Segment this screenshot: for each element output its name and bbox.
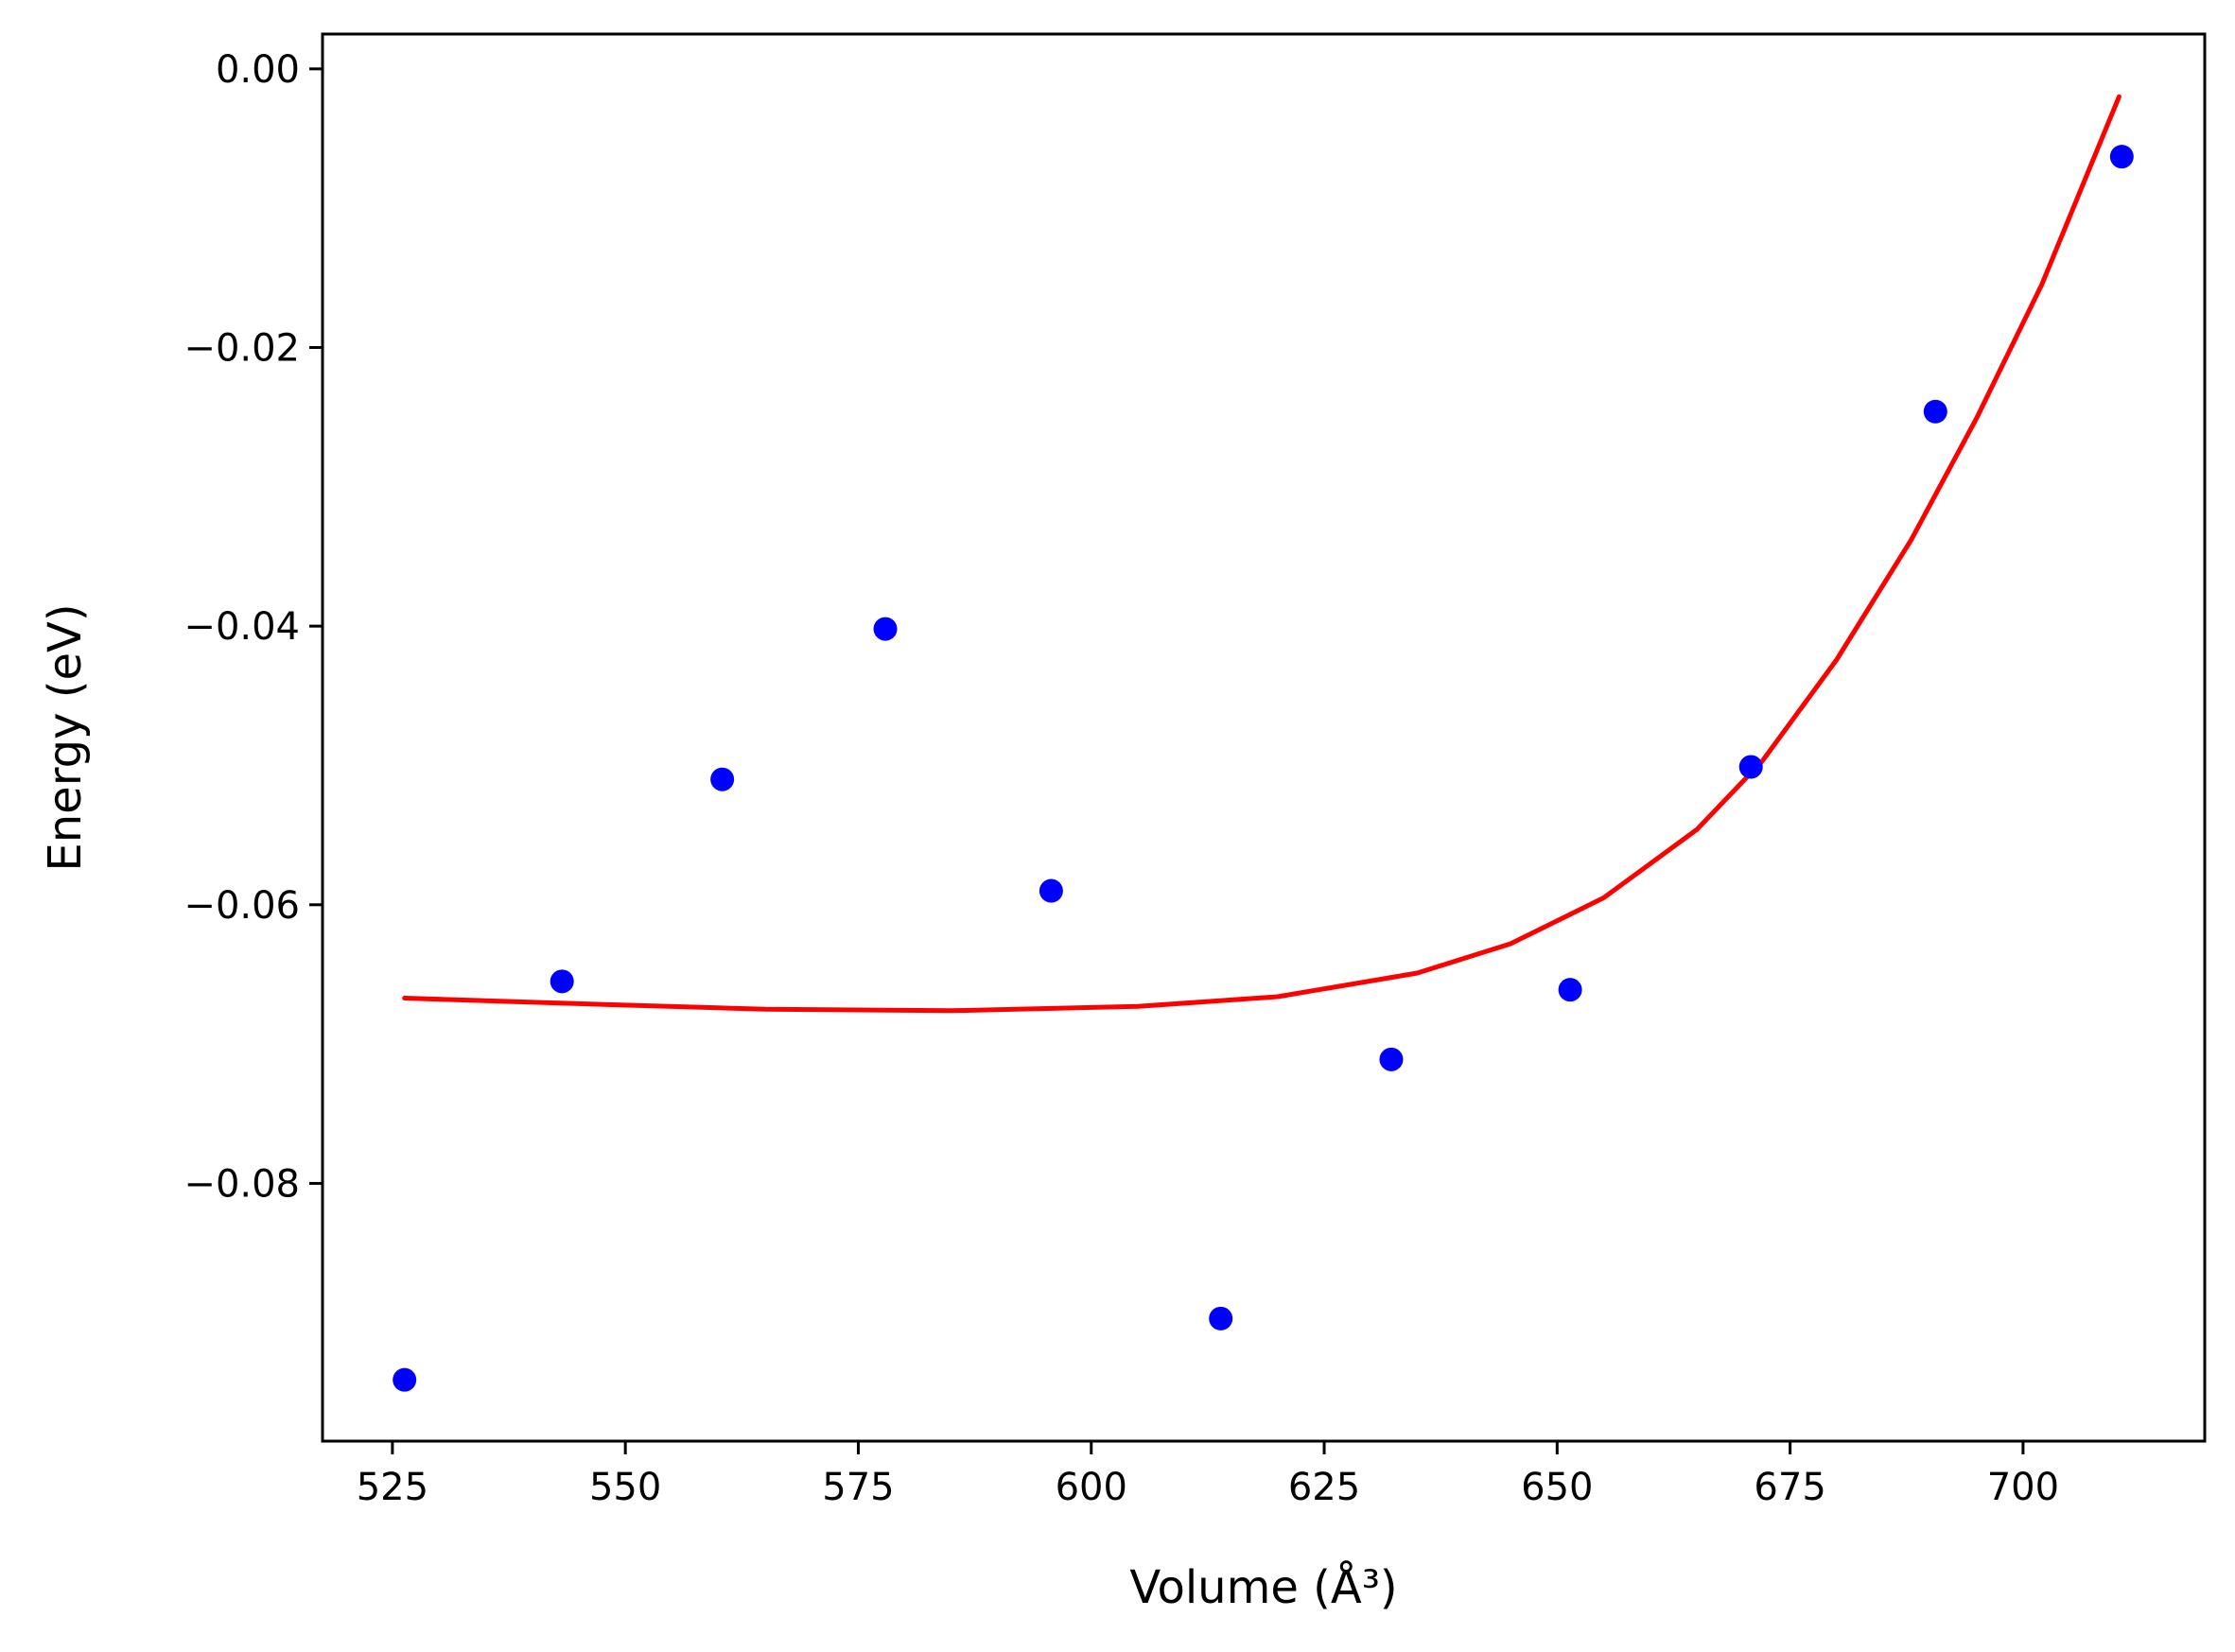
y-axis-label: Energy (eV): [39, 603, 92, 871]
data-point: [1039, 878, 1063, 903]
data-point: [1558, 978, 1582, 1002]
axes-frame: [321, 32, 2207, 1443]
ticks: 525 550 575 600 625 650 675 700 −0.08 −0.06 −0.04 −…: [183, 48, 2059, 1509]
x-tick-label: 675: [1754, 1466, 1825, 1509]
data-point: [873, 617, 898, 641]
data-point: [550, 969, 574, 994]
x-tick-label: 625: [1288, 1466, 1360, 1509]
data-point: [2109, 145, 2134, 169]
plot-area: [393, 94, 2134, 1392]
x-axis-label: Volume (Å³): [1129, 1560, 1397, 1614]
y-tick-label: −0.02: [183, 326, 300, 370]
data-point: [1738, 755, 1763, 779]
data-point: [393, 1367, 417, 1392]
x-tick-label: 650: [1521, 1466, 1593, 1509]
x-tick-label: 575: [822, 1466, 894, 1509]
fit-curve: [402, 94, 2122, 1014]
y-tick-label: −0.08: [183, 1162, 300, 1206]
x-tick-label: 700: [1987, 1466, 2059, 1509]
x-tick-label: 600: [1056, 1466, 1127, 1509]
data-point: [1923, 399, 1947, 424]
data-point: [710, 767, 735, 791]
data-point: [1209, 1306, 1233, 1330]
y-tick-label: −0.04: [183, 605, 300, 649]
data-point: [1379, 1047, 1404, 1071]
x-tick-label: 550: [589, 1466, 661, 1509]
y-tick-label: 0.00: [216, 48, 300, 92]
y-tick-label: −0.06: [183, 884, 300, 928]
x-tick-label: 525: [357, 1466, 428, 1509]
